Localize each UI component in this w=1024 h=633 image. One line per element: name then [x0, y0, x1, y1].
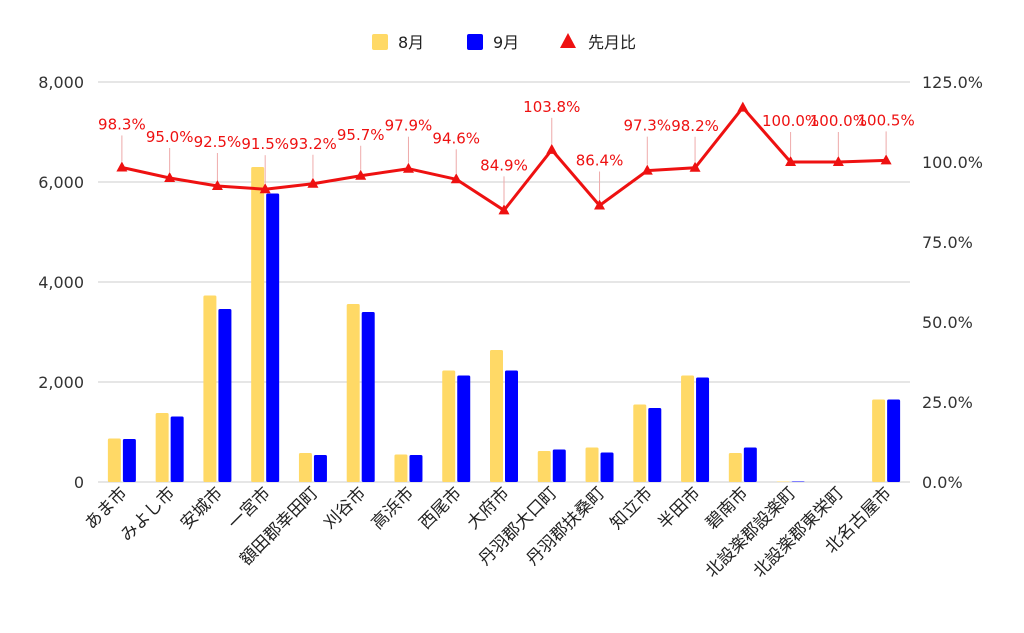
legend: 8月 9月 先月比	[372, 33, 636, 52]
ratio-data-label: 92.5%	[194, 133, 242, 151]
bar-sep	[218, 309, 232, 482]
legend-marker-ratio	[560, 33, 576, 48]
bar-sep	[122, 439, 136, 482]
ratio-point	[164, 172, 176, 182]
bar-aug	[442, 370, 456, 482]
ratio-point	[785, 156, 797, 166]
y2-tick-label: 50.0%	[922, 313, 973, 332]
bar-sep	[600, 452, 614, 482]
ratio-point	[641, 164, 653, 175]
ratio-data-label: 93.2%	[289, 135, 337, 153]
bar-sep	[791, 481, 805, 482]
ratio-line	[116, 101, 892, 215]
y2-tick-label: 125.0%	[922, 73, 983, 92]
bar-sep	[743, 447, 757, 482]
bar-aug	[537, 451, 551, 482]
ratio-data-label: 84.9%	[480, 156, 528, 174]
ratio-data-label: 97.9%	[385, 117, 433, 135]
right-axis: 0.0% 25.0% 50.0% 75.0% 100.0% 125.0%	[922, 73, 983, 492]
ratio-data-label: 98.3%	[98, 115, 146, 133]
bar-sep	[696, 377, 710, 482]
bar-aug	[776, 481, 790, 482]
y2-tick-label: 75.0%	[922, 233, 973, 252]
bar-aug	[155, 413, 169, 482]
bar-sep	[457, 375, 471, 482]
ratio-point	[211, 180, 223, 190]
legend-label-aug: 8月	[398, 33, 424, 52]
ratio-point	[307, 177, 319, 188]
legend-swatch-sep	[467, 34, 483, 50]
bar-aug	[681, 375, 695, 482]
bar-sep	[409, 455, 423, 482]
ratio-point	[402, 162, 414, 173]
ratio-point	[689, 161, 701, 172]
bar-aug	[394, 454, 408, 482]
bar-aug	[107, 438, 121, 482]
bar-sep	[313, 455, 327, 482]
ratio-point	[880, 154, 892, 165]
bar-sep	[552, 449, 566, 482]
legend-label-sep: 9月	[493, 33, 519, 52]
bar-aug	[585, 447, 599, 482]
y-tick-label: 8,000	[38, 73, 84, 92]
data-labels: 98.3%95.0% 92.5% 91.5% 93.2% 95.7%97.9%94.6%…	[98, 98, 915, 205]
ratio-data-label: 95.7%	[337, 126, 385, 144]
bars	[107, 167, 901, 482]
bar-aug	[872, 399, 886, 482]
ratio-data-label: 100.0%	[762, 112, 819, 130]
bar-sep	[505, 370, 518, 482]
ratio-point	[832, 156, 844, 166]
ratio-point	[737, 101, 749, 112]
bar-aug	[728, 453, 742, 482]
y-tick-label: 0	[74, 473, 84, 492]
y-tick-label: 6,000	[38, 173, 84, 192]
ratio-point	[546, 143, 558, 154]
ratio-data-label: 94.6%	[432, 129, 480, 147]
bar-sep	[266, 193, 280, 482]
bar-sep	[361, 312, 375, 482]
y2-tick-label: 100.0%	[922, 153, 983, 172]
bar-sep	[648, 408, 662, 482]
ratio-point	[498, 204, 510, 215]
bar-aug	[633, 404, 647, 482]
legend-label-ratio: 先月比	[588, 33, 636, 52]
legend-swatch-aug	[372, 34, 388, 50]
bar-aug	[203, 295, 217, 482]
y-tick-label: 4,000	[38, 273, 84, 292]
y2-tick-label: 25.0%	[922, 393, 973, 412]
bar-aug	[251, 167, 265, 482]
ratio-point	[594, 199, 606, 210]
ratio-data-label: 100.0%	[810, 112, 867, 130]
bar-aug	[490, 350, 503, 482]
bar-aug	[298, 453, 312, 482]
ratio-data-label: 95.0%	[146, 128, 194, 146]
ratio-point	[450, 173, 462, 184]
y2-tick-label: 0.0%	[922, 473, 963, 492]
y-tick-label: 2,000	[38, 373, 84, 392]
ratio-point	[355, 169, 367, 180]
ratio-data-label: 86.4%	[576, 152, 624, 170]
left-axis: 0 2,000 4,000 6,000 8,000	[38, 73, 84, 492]
bar-sep	[887, 399, 901, 482]
ratio-data-label: 91.5%	[241, 135, 289, 153]
ratio-data-label: 97.3%	[623, 117, 671, 135]
bar-aug	[346, 304, 360, 482]
bar-sep	[170, 416, 184, 482]
ratio-point	[116, 161, 128, 172]
ratio-data-label: 98.2%	[671, 117, 719, 135]
ratio-point	[259, 183, 271, 194]
ratio-data-label: 103.8%	[523, 98, 580, 116]
ratio-data-label: 100.5%	[858, 111, 915, 129]
